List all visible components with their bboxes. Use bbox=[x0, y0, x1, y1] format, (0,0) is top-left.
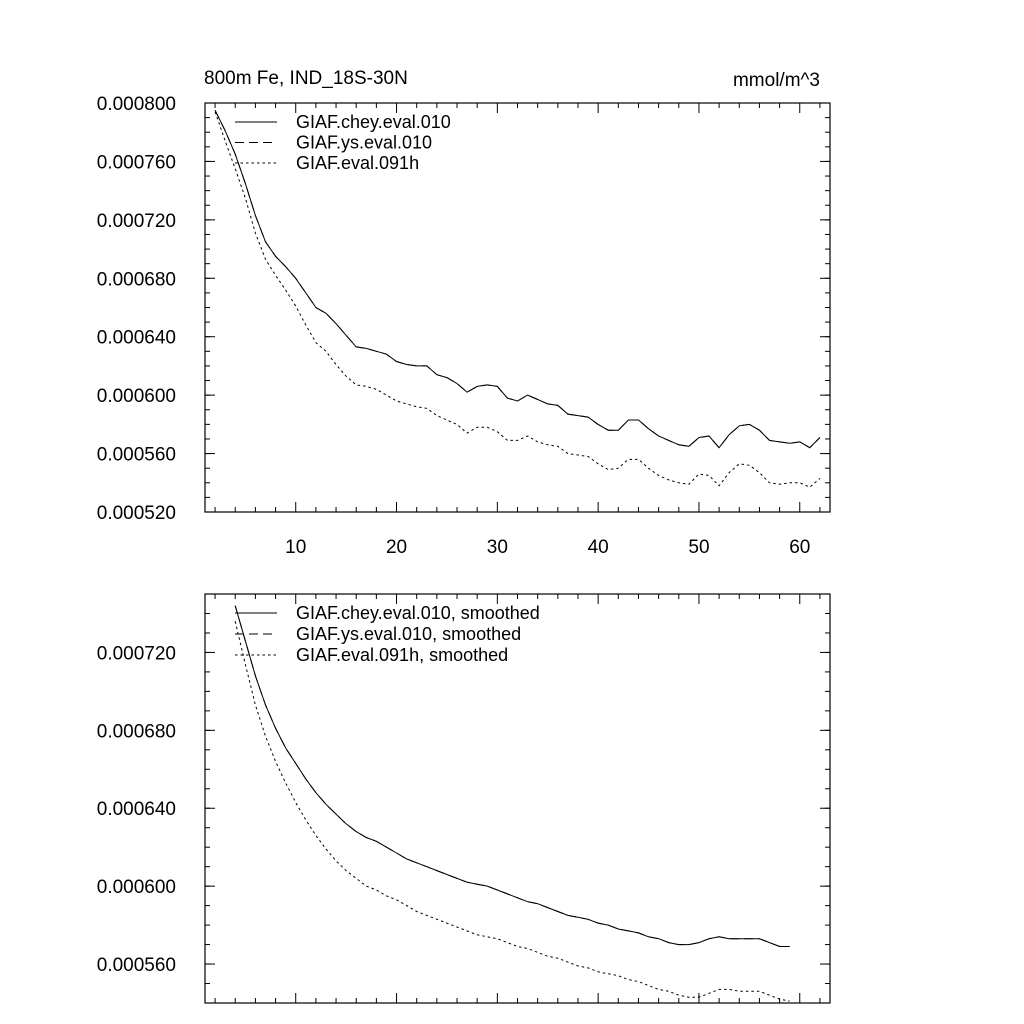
legend-label: GIAF.chey.eval.010, smoothed bbox=[296, 603, 540, 623]
y-tick-label: 0.000680 bbox=[97, 269, 176, 290]
y-tick-label: 0.000560 bbox=[97, 955, 176, 976]
top-panel-axes: 10 20 30 40 50 60 0.000520 0.000560 0.000600 0.00… bbox=[97, 94, 831, 558]
legend-label: GIAF.ys.eval.010 bbox=[296, 133, 432, 153]
top-panel-title: 800m Fe, IND_18S-30N bbox=[204, 68, 408, 89]
y-tick-label: 0.000760 bbox=[97, 152, 176, 173]
x-tick-label: 20 bbox=[386, 537, 407, 558]
bottom-panel-axes: 0.000560 0.000600 0.000640 0.000680 0.000720 bbox=[97, 593, 831, 1004]
y-tick-label: 0.000680 bbox=[97, 721, 176, 742]
y-tick-label: 0.000640 bbox=[97, 328, 176, 349]
x-tick-label: 60 bbox=[789, 537, 810, 558]
series-line-dashed bbox=[214, 110, 821, 449]
legend-label: GIAF.eval.091h, smoothed bbox=[296, 645, 508, 665]
top-panel-units: mmol/m^3 bbox=[733, 70, 820, 91]
x-tick-label: 30 bbox=[487, 537, 508, 558]
legend-label: GIAF.eval.091h bbox=[296, 153, 419, 173]
legend-label: GIAF.ys.eval.010, smoothed bbox=[296, 624, 521, 644]
y-tick-label: 0.000800 bbox=[97, 94, 176, 115]
y-tick-label: 0.000600 bbox=[97, 877, 176, 898]
y-tick-label: 0.000720 bbox=[97, 643, 176, 664]
top-panel: 800m Fe, IND_18S-30N mmol/m^3 10 20 30 40 50… bbox=[97, 68, 831, 558]
x-tick-label: 10 bbox=[285, 537, 306, 558]
y-tick-label: 0.000640 bbox=[97, 799, 176, 820]
y-tick-label: 0.000720 bbox=[97, 211, 176, 232]
x-tick-label: 40 bbox=[588, 537, 609, 558]
top-panel-series bbox=[214, 110, 821, 488]
y-tick-label: 0.000520 bbox=[97, 503, 176, 524]
x-tick-label: 50 bbox=[688, 537, 709, 558]
y-tick-label: 0.000600 bbox=[97, 386, 176, 407]
y-tick-label: 0.000560 bbox=[97, 445, 176, 466]
series-line-dashed bbox=[234, 605, 790, 947]
legend-label: GIAF.chey.eval.010 bbox=[296, 112, 451, 132]
top-panel-legend: GIAF.chey.eval.010GIAF.ys.eval.010GIAF.e… bbox=[235, 112, 451, 173]
bottom-panel-series bbox=[234, 605, 790, 1002]
series-line-dotted bbox=[214, 111, 821, 488]
bottom-panel-legend: GIAF.chey.eval.010, smoothedGIAF.ys.eval… bbox=[235, 603, 540, 665]
bottom-panel: 0.000560 0.000600 0.000640 0.000680 0.000720… bbox=[97, 593, 831, 1004]
